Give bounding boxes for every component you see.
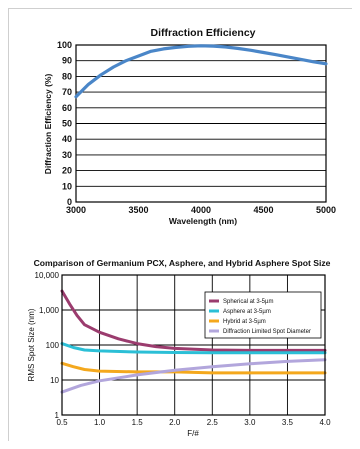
chart2-diffraction-line [60,358,327,394]
figure-frame [8,8,352,441]
chart2-y-tick-label: 1 [55,411,60,420]
chart1-y-tick-label: 80 [62,71,72,81]
chart2-x-ticks: 0.5 1.0 1.5 2.0 2.5 3.0 3.5 4.0 [56,418,331,427]
chart1-y-tick-label: 60 [62,103,72,113]
chart2-x-tick-label: 3.0 [244,418,256,427]
chart1-series [74,44,328,99]
chart1-y-ticks: 0 10 20 30 40 50 60 70 80 90 100 [57,40,72,207]
chart2-legend-label: Asphere at 3-5µm [223,309,271,315]
chart2-x-tick-label: 2.0 [169,418,181,427]
chart2-legend-box [204,291,322,339]
chart2-legend: Spherical at 3-5µm Asphere at 3-5µm Hybrid… [204,291,322,339]
chart2-y-tick-label: 100 [46,341,60,350]
chart1-y-tick-label: 70 [62,87,72,97]
chart1-x-tick-label: 4500 [253,205,273,215]
chart1-y-tick-label: 10 [62,181,72,191]
chart1-y-tick-label: 50 [62,119,72,129]
chart2-legend-label: Diffraction Limited Spot Diameter [223,329,311,335]
chart2-x-tick-label: 3.5 [282,418,294,427]
chart2-x-tick-label: 1.0 [94,418,106,427]
chart2-y-ticks: 1 10 100 1,000 10,000 [35,271,60,420]
chart2-y-tick-label: 1,000 [39,306,60,315]
chart2-title: Comparison of Germanium PCX, Asphere, an… [34,258,331,268]
chart1-x-tick-label: 3500 [128,205,148,215]
chart1-title: Diffraction Efficiency [150,27,255,39]
chart2-spherical-line [60,289,327,352]
chart2-x-tick-label: 4.0 [319,418,331,427]
chart2-series [60,289,327,394]
chart1-y-tick-label: 0 [67,197,72,207]
chart1-y-tick-label: 40 [62,134,72,144]
chart2-x-tick-label: 1.5 [132,418,144,427]
chart2-legend-label: Hybrid at 3-5µm [223,319,266,325]
chart2-legend-label: Spherical at 3-5µm [223,299,273,305]
chart1-y-tick-label: 100 [57,40,72,50]
chart1-x-axis-label: Wavelength (nm) [169,216,237,226]
chart2-x-tick-label: 2.5 [207,418,219,427]
chart2-plot-frame [61,274,326,416]
chart1-x-tick-label: 3000 [66,205,86,215]
chart2-y-tick-label: 10 [50,376,59,385]
chart1-x-ticks: 3000 3500 4000 4500 5000 [66,205,336,215]
chart1-x-tick-label: 4000 [191,205,211,215]
chart1-efficiency-line [74,44,328,99]
chart1-y-tick-label: 90 [62,56,72,66]
chart1-x-tick-label: 5000 [316,205,336,215]
chart1-y-tick-label: 30 [62,150,72,160]
chart2-x-axis-label: F/# [187,429,199,438]
chart2-asphere-line [60,342,327,355]
chart2-y-axis-label: RMS Spot Size (nm) [27,308,36,381]
chart1-y-tick-label: 20 [62,166,72,176]
chart1-y-axis-label: Diffraction Efficiency (%) [43,74,53,175]
chart2-y-tick-label: 10,000 [35,271,60,280]
chart2-x-tick-label: 0.5 [56,418,68,427]
